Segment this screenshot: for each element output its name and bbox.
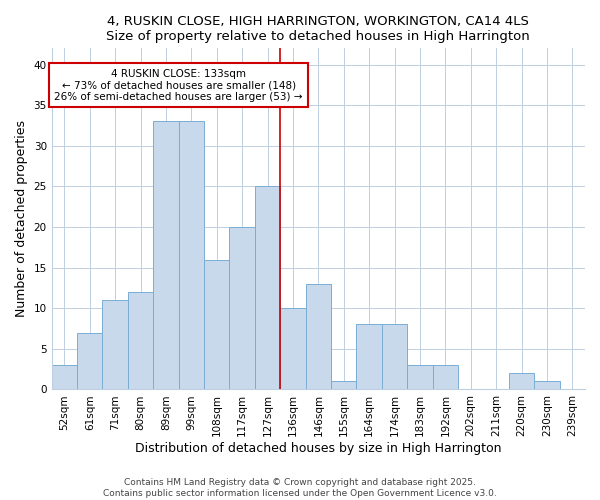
Bar xyxy=(153,122,179,390)
Bar xyxy=(509,373,534,390)
Bar xyxy=(179,122,204,390)
Y-axis label: Number of detached properties: Number of detached properties xyxy=(15,120,28,318)
Text: Contains HM Land Registry data © Crown copyright and database right 2025.
Contai: Contains HM Land Registry data © Crown c… xyxy=(103,478,497,498)
Bar xyxy=(229,227,255,390)
Bar xyxy=(305,284,331,390)
Bar xyxy=(280,308,305,390)
Bar xyxy=(255,186,280,390)
Text: 4 RUSKIN CLOSE: 133sqm
← 73% of detached houses are smaller (148)
26% of semi-de: 4 RUSKIN CLOSE: 133sqm ← 73% of detached… xyxy=(55,68,303,102)
Bar xyxy=(356,324,382,390)
Bar xyxy=(534,382,560,390)
Title: 4, RUSKIN CLOSE, HIGH HARRINGTON, WORKINGTON, CA14 4LS
Size of property relative: 4, RUSKIN CLOSE, HIGH HARRINGTON, WORKIN… xyxy=(106,15,530,43)
Bar xyxy=(52,365,77,390)
Bar xyxy=(204,260,229,390)
Bar xyxy=(433,365,458,390)
Bar xyxy=(407,365,433,390)
Bar xyxy=(77,332,103,390)
Bar xyxy=(331,382,356,390)
Bar xyxy=(128,292,153,390)
Bar xyxy=(103,300,128,390)
Bar xyxy=(382,324,407,390)
X-axis label: Distribution of detached houses by size in High Harrington: Distribution of detached houses by size … xyxy=(135,442,502,455)
